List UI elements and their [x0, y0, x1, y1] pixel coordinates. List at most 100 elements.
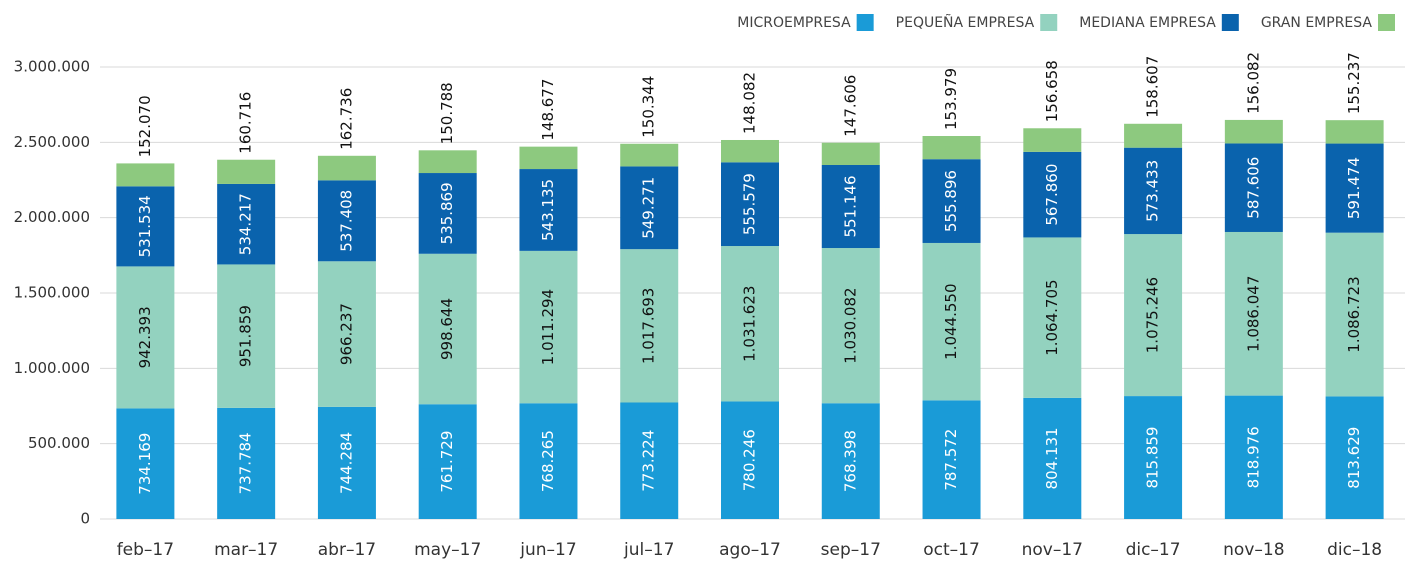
- value-label: 555.579: [741, 173, 759, 235]
- value-label: 534.217: [237, 193, 255, 255]
- bar-segment: [519, 403, 578, 519]
- value-label: 160.716: [237, 92, 255, 154]
- value-label: 1.044.550: [942, 283, 960, 359]
- value-label: 147.606: [841, 75, 859, 137]
- x-tick-label: jul–17: [623, 540, 674, 560]
- value-label: 1.075.246: [1144, 277, 1162, 353]
- bar-segment: [721, 401, 779, 519]
- bar-segment: [1325, 120, 1384, 144]
- bar-segment: [721, 162, 779, 247]
- bar-segment: [418, 253, 477, 405]
- bar-segment: [519, 250, 578, 404]
- value-label: 768.398: [841, 430, 859, 492]
- value-label: 148.082: [741, 72, 759, 134]
- bar-segment: [1023, 237, 1082, 398]
- bar-segment: [418, 404, 477, 519]
- bar-segment: [1023, 128, 1082, 152]
- x-tick-label: ago–17: [719, 540, 781, 560]
- value-label: 587.606: [1244, 157, 1262, 219]
- value-label: 1.031.623: [741, 286, 759, 362]
- x-tick-label: mar–17: [214, 540, 278, 560]
- value-label: 773.224: [640, 430, 658, 492]
- x-tick-label: may–17: [414, 540, 481, 560]
- bar-segment: [821, 142, 880, 165]
- value-label: 1.086.047: [1244, 276, 1262, 352]
- value-label: 1.017.693: [640, 288, 658, 364]
- bar-segment: [922, 136, 981, 160]
- x-tick-label: dic–18: [1327, 540, 1382, 560]
- bar-segment: [1224, 231, 1283, 396]
- legend-swatch: [1378, 14, 1395, 31]
- x-tick-label: nov–17: [1022, 540, 1083, 560]
- bar-segment: [1224, 395, 1283, 519]
- value-label: 567.860: [1043, 164, 1061, 226]
- bar-segment: [217, 407, 276, 519]
- bar-segment: [821, 403, 880, 519]
- bar-segment: [317, 261, 376, 407]
- legend-label: GRAN EMPRESA: [1261, 15, 1373, 31]
- bar-segment: [922, 242, 981, 401]
- bar-segment: [922, 400, 981, 519]
- bar-segment: [116, 186, 175, 267]
- x-tick-label: nov–18: [1223, 540, 1284, 560]
- bar-segment: [620, 249, 679, 403]
- value-label: 737.784: [237, 432, 255, 494]
- value-label: 531.534: [136, 195, 154, 257]
- bar-segment: [1124, 396, 1183, 519]
- value-label: 1.030.082: [841, 287, 859, 363]
- value-label: 549.271: [640, 177, 658, 239]
- legend-swatch: [1040, 14, 1058, 31]
- value-label: 555.896: [942, 170, 960, 232]
- bar-segment: [519, 146, 578, 170]
- bar-segment: [1023, 151, 1082, 238]
- legend-swatch: [856, 14, 874, 31]
- value-label: 818.976: [1244, 426, 1262, 488]
- value-label: 815.859: [1144, 427, 1162, 489]
- bar-segment: [821, 164, 880, 249]
- x-tick-label: jun–17: [519, 540, 576, 560]
- bar-segment: [620, 166, 679, 250]
- bar-segment: [317, 406, 376, 519]
- bar-segment: [317, 180, 376, 262]
- bar-segment: [620, 143, 679, 167]
- bar-segment: [1224, 143, 1283, 232]
- value-label: 780.246: [741, 429, 759, 491]
- value-label: 951.859: [237, 305, 255, 367]
- bar-segment: [1124, 123, 1183, 148]
- bar-segment: [1023, 397, 1082, 519]
- value-label: 543.135: [539, 179, 557, 241]
- bar-segment: [821, 248, 880, 404]
- bar-segment: [1224, 119, 1283, 144]
- value-label: 156.082: [1244, 52, 1262, 114]
- x-tick-label: feb–17: [117, 540, 174, 560]
- value-label: 591.474: [1345, 157, 1363, 219]
- bar-segment: [116, 408, 175, 519]
- bar-segment: [217, 264, 276, 408]
- value-label: 744.284: [337, 432, 355, 494]
- value-label: 150.788: [438, 82, 456, 144]
- bar-segment: [721, 246, 779, 402]
- value-label: 761.729: [438, 431, 456, 493]
- value-label: 156.658: [1043, 60, 1061, 122]
- bar-segment: [519, 169, 578, 251]
- legend-label: MEDIANA EMPRESA: [1079, 15, 1216, 31]
- value-label: 966.237: [337, 303, 355, 365]
- value-label: 155.237: [1345, 52, 1363, 114]
- value-label: 162.736: [337, 88, 355, 150]
- bar-segment: [217, 159, 276, 184]
- value-label: 573.433: [1144, 160, 1162, 222]
- y-tick-label: 2.000.000: [14, 208, 90, 226]
- y-tick-label: 2.500.000: [14, 133, 90, 151]
- value-label: 148.677: [539, 79, 557, 141]
- bar-segment: [116, 163, 175, 187]
- legend-swatch: [1221, 14, 1239, 31]
- value-label: 804.131: [1043, 427, 1061, 489]
- bar-segment: [418, 150, 477, 174]
- value-label: 813.629: [1345, 427, 1363, 489]
- value-label: 998.644: [438, 298, 456, 360]
- y-tick-label: 500.000: [28, 434, 90, 452]
- y-tick-label: 1.500.000: [14, 284, 90, 302]
- y-tick-label: 0: [80, 510, 90, 528]
- bar-segment: [1325, 143, 1384, 233]
- value-label: 787.572: [942, 429, 960, 491]
